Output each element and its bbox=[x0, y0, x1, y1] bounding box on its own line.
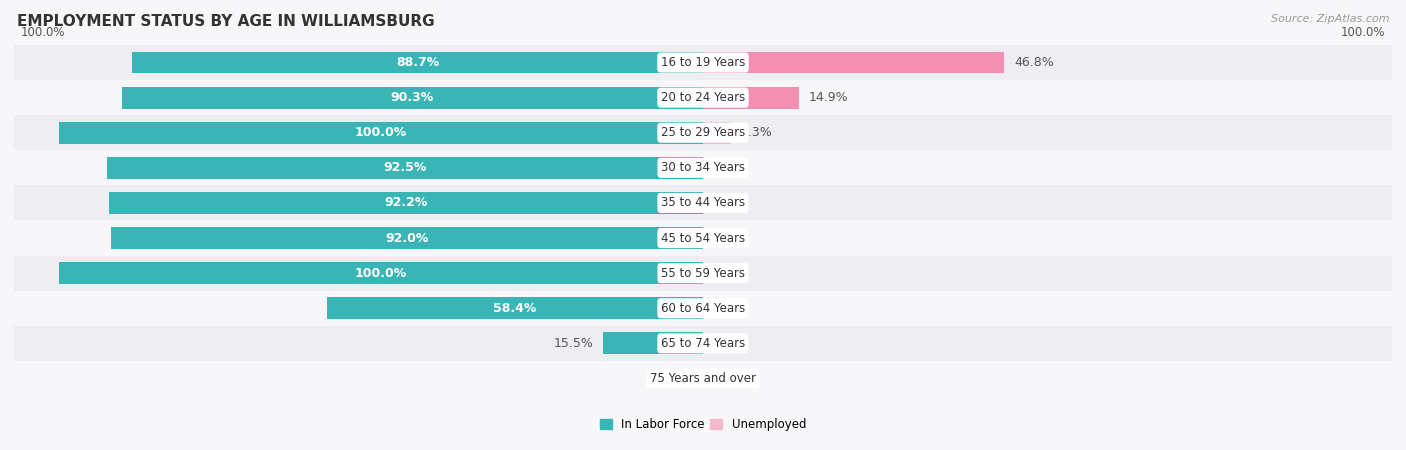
Text: 100.0%: 100.0% bbox=[21, 26, 65, 39]
Text: 92.0%: 92.0% bbox=[385, 232, 429, 244]
Text: 90.3%: 90.3% bbox=[391, 91, 434, 104]
Text: 100.0%: 100.0% bbox=[1341, 26, 1385, 39]
Text: 55 to 59 Years: 55 to 59 Years bbox=[661, 267, 745, 279]
Text: 0.0%: 0.0% bbox=[713, 232, 745, 244]
Text: 15.5%: 15.5% bbox=[554, 337, 593, 350]
Text: 0.0%: 0.0% bbox=[713, 337, 745, 350]
Bar bbox=[14, 256, 1392, 291]
Bar bbox=[14, 115, 1392, 150]
Text: 0.0%: 0.0% bbox=[713, 267, 745, 279]
Bar bbox=[59, 262, 703, 284]
Text: 46.8%: 46.8% bbox=[1014, 56, 1053, 69]
Text: 92.5%: 92.5% bbox=[384, 162, 427, 174]
Bar bbox=[703, 87, 799, 108]
Bar bbox=[14, 361, 1392, 396]
Text: 0.0%: 0.0% bbox=[661, 372, 693, 385]
Text: 65 to 74 Years: 65 to 74 Years bbox=[661, 337, 745, 350]
Bar bbox=[14, 150, 1392, 185]
Bar bbox=[14, 291, 1392, 326]
Text: 16 to 19 Years: 16 to 19 Years bbox=[661, 56, 745, 69]
Bar bbox=[703, 52, 1004, 73]
Legend: In Labor Force, Unemployed: In Labor Force, Unemployed bbox=[595, 413, 811, 436]
Text: 0.0%: 0.0% bbox=[713, 162, 745, 174]
Bar bbox=[107, 157, 703, 179]
Text: 30 to 34 Years: 30 to 34 Years bbox=[661, 162, 745, 174]
Text: 75 Years and over: 75 Years and over bbox=[650, 372, 756, 385]
Text: 4.3%: 4.3% bbox=[741, 126, 772, 139]
Bar bbox=[121, 87, 703, 108]
Text: 0.0%: 0.0% bbox=[713, 197, 745, 209]
Bar bbox=[14, 45, 1392, 80]
Text: 60 to 64 Years: 60 to 64 Years bbox=[661, 302, 745, 315]
Bar bbox=[132, 52, 703, 73]
Bar bbox=[703, 122, 731, 144]
Bar bbox=[14, 80, 1392, 115]
Text: 92.2%: 92.2% bbox=[384, 197, 427, 209]
Bar bbox=[14, 220, 1392, 256]
Text: 88.7%: 88.7% bbox=[396, 56, 439, 69]
Text: 0.0%: 0.0% bbox=[713, 372, 745, 385]
Text: 25 to 29 Years: 25 to 29 Years bbox=[661, 126, 745, 139]
Text: 100.0%: 100.0% bbox=[354, 126, 408, 139]
Text: 20 to 24 Years: 20 to 24 Years bbox=[661, 91, 745, 104]
Text: Source: ZipAtlas.com: Source: ZipAtlas.com bbox=[1271, 14, 1389, 23]
Bar bbox=[14, 185, 1392, 220]
Text: 45 to 54 Years: 45 to 54 Years bbox=[661, 232, 745, 244]
Text: 0.0%: 0.0% bbox=[713, 302, 745, 315]
Text: EMPLOYMENT STATUS BY AGE IN WILLIAMSBURG: EMPLOYMENT STATUS BY AGE IN WILLIAMSBURG bbox=[17, 14, 434, 28]
Bar bbox=[328, 297, 703, 319]
Text: 35 to 44 Years: 35 to 44 Years bbox=[661, 197, 745, 209]
Bar bbox=[111, 227, 703, 249]
Text: 100.0%: 100.0% bbox=[354, 267, 408, 279]
Bar bbox=[603, 333, 703, 354]
Text: 14.9%: 14.9% bbox=[808, 91, 848, 104]
Bar bbox=[59, 122, 703, 144]
Bar bbox=[14, 326, 1392, 361]
Text: 58.4%: 58.4% bbox=[494, 302, 537, 315]
Bar bbox=[110, 192, 703, 214]
